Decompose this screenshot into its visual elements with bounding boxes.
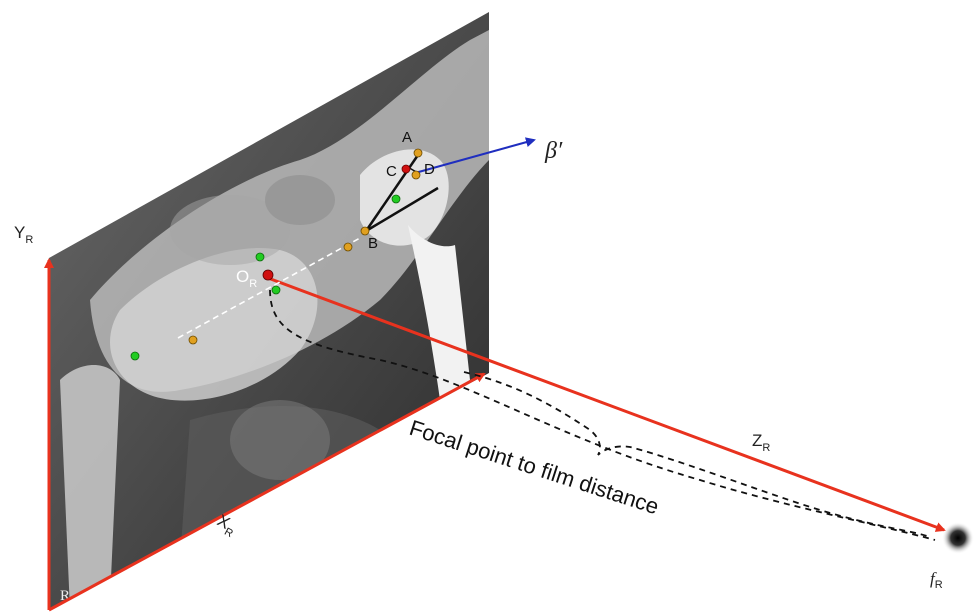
x-axis-line [48,372,486,612]
focal-point-icon [942,522,974,554]
focal-point-label: fR [930,569,943,591]
beta-arrow [414,137,536,174]
z-axis-label: ZR [752,431,770,454]
point-d-label: D [424,161,435,178]
z-axis-line [267,276,946,532]
landmark-green-2 [255,252,265,262]
point-a-label: A [402,129,412,146]
landmark-orange-2 [188,335,198,345]
landmark-green-1 [391,194,401,204]
point-c-label: C [386,163,397,180]
film-corner-label: R [60,588,70,604]
landmark-a [413,148,423,158]
focal-distance-brace [463,371,931,538]
landmark-b [360,226,370,236]
cup-line-b-lower [365,186,439,233]
landmark-d [411,170,421,180]
pelvic-reference-line [177,237,361,339]
landmark-green-4 [130,351,140,361]
beta-prime-label: β′ [544,138,563,164]
origin-point [262,269,274,281]
radiograph-film [49,12,489,610]
y-axis-label: YR [14,223,33,246]
origin-label: OR [236,267,257,290]
landmark-green-3 [271,285,281,295]
focal-distance-path [269,289,936,541]
landmark-orange-1 [343,242,353,252]
point-b-label: B [368,235,378,252]
landmark-c [401,164,411,174]
focal-distance-label: Focal point to film distance [406,415,661,519]
